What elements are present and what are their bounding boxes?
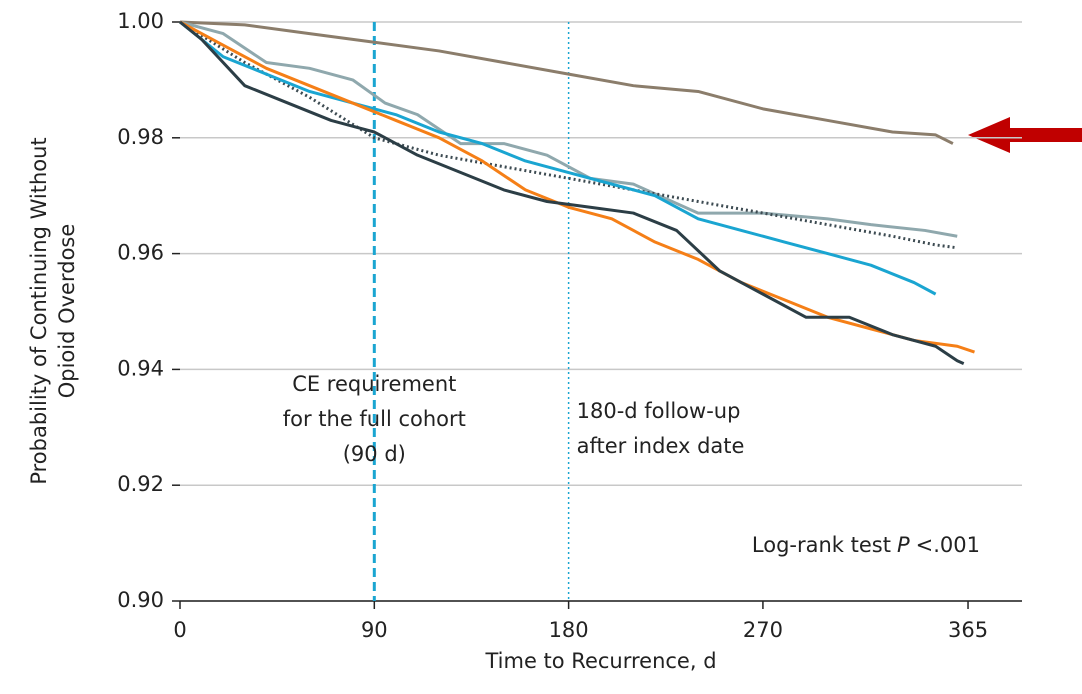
annotation: Log-rank test P <.001 [752,533,980,557]
annotation-part: <.001 [916,533,980,557]
reference-label: 180-d follow-up [577,399,741,423]
x-tick-label: 0 [173,618,186,642]
x-tick-label: 365 [948,618,988,642]
y-tick-label: 0.90 [117,588,164,612]
y-axis-label-line: Probability of Continuing Without [27,137,51,484]
series-line [179,20,954,145]
series-line [179,20,937,296]
reference-label: CE requirement [292,372,456,396]
y-tick-label: 0.94 [117,356,164,380]
y-tick-label: 0.98 [117,125,164,149]
reference-label: after index date [577,434,745,458]
x-axis-label: Time to Recurrence, d [484,649,716,673]
x-tick-label: 180 [549,618,589,642]
reference-label: (90 d) [343,442,406,466]
y-axis-label: Probability of Continuing Without Opioid… [27,137,79,484]
series-line [179,20,958,238]
x-tick-label: 270 [743,618,783,642]
reference-label: for the full cohort [283,407,466,431]
x-tick-label: 90 [361,618,388,642]
series-line [179,20,975,354]
y-tick-label: 1.00 [117,9,164,33]
y-tick-label: 0.96 [117,241,164,265]
series-line [179,20,965,365]
y-axis-label-line: Opioid Overdose [55,224,79,399]
y-tick-label: 0.92 [117,472,164,496]
annotation-part: P [897,533,910,557]
arrow [968,117,1082,153]
annotation-part: Log-rank test [752,533,891,557]
